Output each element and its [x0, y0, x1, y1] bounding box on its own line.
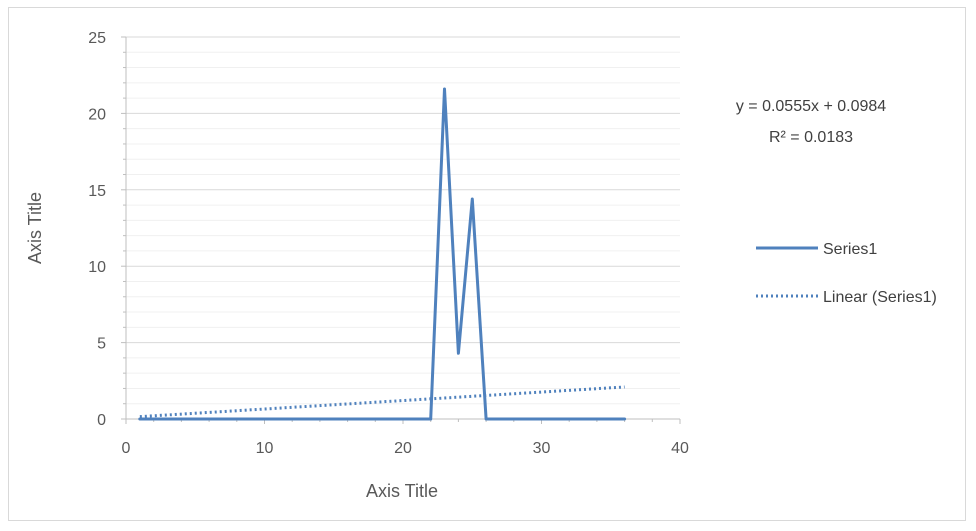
- x-tick-label: 30: [533, 440, 551, 457]
- y-tick-label: 10: [88, 259, 106, 276]
- y-tick-label: 15: [88, 183, 106, 200]
- trendline-r-squared: R² = 0.0183: [769, 129, 853, 146]
- y-tick-label: 20: [88, 106, 106, 123]
- trendline-group: [139, 385, 625, 419]
- y-tick-labels: 0 5 10 15 20 25: [88, 30, 106, 429]
- legend-label-trendline: Linear (Series1): [823, 289, 937, 306]
- y-tick-label: 0: [97, 412, 106, 429]
- x-tick-label: 20: [394, 440, 412, 457]
- legend: Series1 Linear (Series1): [756, 241, 937, 306]
- x-tick-labels: 0 10 20 30 40: [122, 440, 689, 457]
- y-tick-label: 5: [97, 336, 106, 353]
- trendline-equation: y = 0.0555x + 0.0984: [736, 98, 886, 115]
- gridlines: [126, 36, 680, 405]
- x-tick-label: 10: [256, 440, 274, 457]
- x-axis-title: Axis Title: [366, 481, 438, 501]
- y-axis-title: Axis Title: [25, 192, 45, 264]
- trendline: [139, 385, 625, 419]
- chart-area: [8, 7, 966, 521]
- series-line-1: [138, 87, 627, 421]
- series-group: [138, 87, 627, 421]
- x-tick-label: 40: [671, 440, 689, 457]
- legend-label-series1: Series1: [823, 241, 877, 258]
- y-tick-label: 25: [88, 30, 106, 47]
- x-tick-label: 0: [122, 440, 131, 457]
- axes: [121, 36, 681, 424]
